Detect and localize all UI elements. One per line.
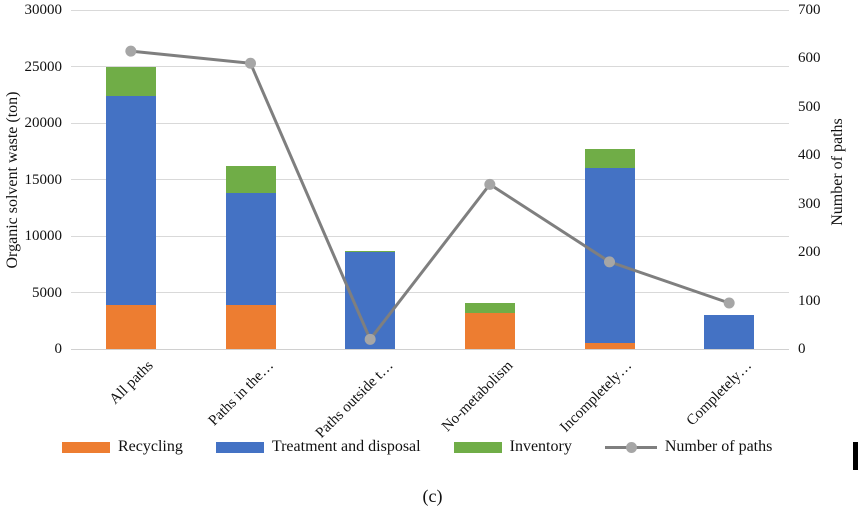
left-axis-tick-label: 5000	[32, 284, 62, 301]
x-axis-label: Paths in the…	[205, 357, 277, 430]
bar-segment-treatment-and-disposal	[704, 315, 755, 349]
left-axis-tick-label: 15000	[24, 171, 63, 188]
legend-item-treatment-and-disposal: Treatment and disposal	[215, 437, 421, 457]
text-cursor-bar	[853, 442, 858, 470]
bar-segment-recycling	[105, 304, 156, 349]
right-axis-tick-label: 400	[798, 147, 821, 164]
bar-segment-inventory	[105, 66, 156, 96]
right-axis-tick-label: 600	[798, 50, 821, 67]
right-axis-tick-label: 300	[798, 195, 821, 212]
right-axis-tick-label: 100	[798, 292, 821, 309]
legend-label: Treatment and disposal	[271, 438, 421, 455]
bar-segment-treatment-and-disposal	[345, 251, 396, 349]
legend-label: Recycling	[118, 438, 183, 455]
gridline	[71, 122, 789, 124]
left-axis-tick-label: 0	[54, 341, 63, 357]
legend-label: Inventory	[509, 438, 572, 455]
gridline	[71, 66, 789, 67]
legend-item-inventory: Inventory	[453, 437, 572, 457]
right-axis-title: Number of paths	[829, 118, 846, 226]
x-axis-label: No-metabolism	[438, 357, 516, 436]
gridline	[71, 9, 789, 11]
gridline	[71, 235, 789, 237]
line-marker	[484, 178, 496, 190]
figure-caption: (c)	[422, 486, 443, 506]
left-axis-tick-label: 10000	[24, 228, 63, 244]
x-axis-line	[71, 348, 789, 350]
bar-segment-treatment-and-disposal	[225, 193, 276, 305]
left-axis-tick-label: 20000	[24, 115, 63, 131]
right-axis-tick-label: 700	[798, 2, 821, 18]
line-marker	[723, 297, 735, 309]
x-axis-label: Incompletely…	[557, 357, 636, 436]
chart-legend: Recycling Treatment and disposal Inventory…	[62, 437, 772, 457]
legend-label: Number of paths	[664, 438, 773, 455]
x-axis-label: Paths outside t…	[312, 357, 397, 442]
right-axis-tick-label: 0	[798, 341, 806, 357]
left-axis-tick-label: 30000	[24, 2, 63, 18]
line-series	[130, 49, 730, 343]
right-axis-tick-label: 500	[798, 98, 821, 115]
bar-segment-inventory	[225, 165, 276, 194]
x-axis-label: All paths	[106, 357, 157, 408]
line-marker	[245, 57, 256, 69]
legend-line-marker-icon	[604, 441, 657, 453]
bar-segment-treatment-and-disposal	[584, 168, 635, 344]
legend-item-recycling: Recycling	[62, 437, 183, 457]
legend-color-swatch	[215, 441, 264, 453]
bar-segment-inventory	[345, 250, 396, 252]
bar-segment-recycling	[225, 304, 276, 349]
legend-color-swatch	[62, 441, 110, 453]
gridline	[71, 292, 789, 293]
legend-item-number-of-paths: Number of paths	[604, 437, 773, 457]
line-marker	[125, 45, 137, 57]
bar-segment-recycling	[464, 312, 515, 349]
gridline	[71, 179, 789, 180]
bar-segment-inventory	[584, 148, 635, 169]
legend-color-swatch	[453, 441, 502, 453]
bar-segment-treatment-and-disposal	[105, 95, 156, 305]
bar-segment-recycling	[584, 343, 635, 349]
bar-segment-inventory	[464, 302, 515, 313]
x-axis-label: Completely…	[683, 357, 756, 430]
left-axis-tick-label: 25000	[24, 58, 63, 75]
right-axis-tick-label: 200	[798, 244, 821, 261]
